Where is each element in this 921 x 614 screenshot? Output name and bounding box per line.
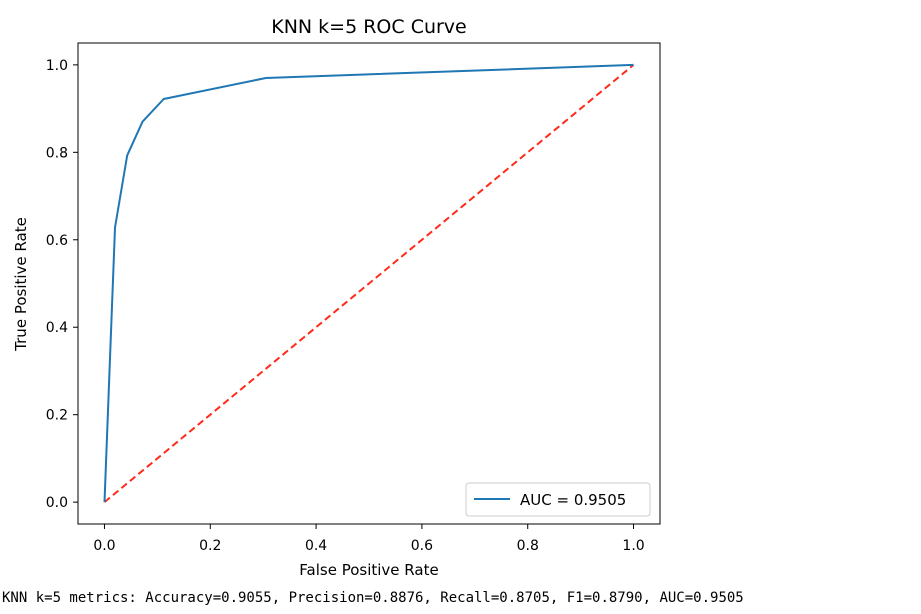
legend: AUC = 0.9505 xyxy=(465,482,651,517)
series-layer xyxy=(103,63,635,503)
x-tick-label: 0.6 xyxy=(411,538,433,554)
x-tick-label: 0.2 xyxy=(199,538,221,554)
x-tick-label: 1.0 xyxy=(622,538,644,554)
chart-title: KNN k=5 ROC Curve xyxy=(271,16,467,38)
y-tick-label: 0.0 xyxy=(46,495,68,511)
roc-curve-line xyxy=(103,63,634,503)
chance-diagonal-line xyxy=(103,64,635,503)
y-axis-label: True Positive Rate xyxy=(12,217,30,352)
x-axis: 0.0 0.2 0.4 0.6 0.8 1.0 xyxy=(93,524,645,554)
y-axis: 0.0 0.2 0.4 0.6 0.8 1.0 xyxy=(46,58,78,511)
y-tick-label: 0.4 xyxy=(46,320,68,336)
y-tick-label: 0.2 xyxy=(46,408,68,424)
legend-box xyxy=(465,482,651,517)
metrics-line: KNN k=5 metrics: Accuracy=0.9055, Precis… xyxy=(2,590,744,606)
x-tick-label: 0.0 xyxy=(93,538,115,554)
x-axis-label: False Positive Rate xyxy=(299,561,438,579)
x-tick-label: 0.8 xyxy=(517,538,539,554)
legend-label: AUC = 0.9505 xyxy=(520,491,626,509)
y-tick-label: 1.0 xyxy=(46,58,68,74)
roc-chart: KNN k=5 ROC Curve 0.0 0.2 0.4 0.6 0.8 1.0 0.0… xyxy=(12,16,661,579)
plot-frame xyxy=(77,42,661,525)
y-tick-label: 0.8 xyxy=(46,145,68,161)
x-tick-label: 0.4 xyxy=(305,538,327,554)
y-tick-label: 0.6 xyxy=(46,233,68,249)
